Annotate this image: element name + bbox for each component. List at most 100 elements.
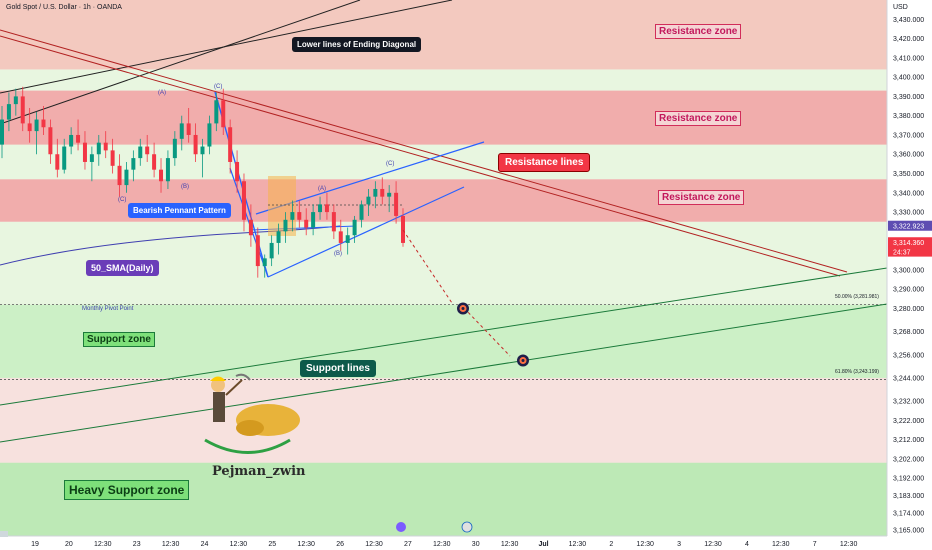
candle-body-24 (165, 158, 170, 182)
candle-body-9 (62, 146, 67, 170)
candle-body-41 (283, 219, 288, 232)
price-label-2: 24:37 (893, 250, 911, 257)
sma-daily-callout: 50_SMA(Daily) (86, 260, 159, 276)
price-label-bg-2 (888, 246, 932, 257)
candle-body-10 (69, 134, 74, 147)
us-flag-event-icon (461, 521, 473, 533)
candle-body-52 (359, 204, 364, 220)
y-tick-label-12: 3,290.000 (893, 287, 924, 294)
y-tick-label-6: 3,370.000 (893, 132, 924, 139)
y-tick-label-15: 3,256.000 (893, 352, 924, 359)
x-tick-label-24: 12:30 (840, 541, 858, 548)
target-icon-dot-0 (461, 306, 465, 310)
x-tick-label-19: 3 (677, 541, 681, 548)
miner-illustration (204, 373, 300, 454)
y-tick-label-8: 3,350.000 (893, 171, 924, 178)
candle-body-13 (89, 154, 94, 162)
x-tick-label-9: 26 (336, 541, 344, 548)
y-tick-label-23: 3,174.000 (893, 510, 924, 517)
candle-body-54 (373, 188, 378, 197)
candle-body-48 (331, 212, 336, 232)
miner-head (211, 378, 225, 392)
target-icon-dot-1 (521, 359, 525, 363)
x-tick-label-10: 12:30 (365, 541, 383, 548)
y-tick-label-1: 3,420.000 (893, 36, 924, 43)
candle-body-17 (117, 165, 122, 186)
bearish-pennant-callout: Bearish Pennant Pattern (128, 203, 231, 218)
currency-label: USD (893, 4, 908, 11)
pennant-upper-line (249, 225, 357, 231)
miner-body (213, 392, 225, 422)
candle-body-0 (0, 119, 4, 145)
y-tick-label-24: 3,165.000 (893, 528, 924, 535)
support-zone-label: Support zone (83, 332, 155, 347)
candle-body-25 (172, 138, 177, 159)
wave-label-6: (C) (386, 161, 394, 167)
candle-body-40 (276, 231, 281, 243)
candle-body-49 (338, 231, 343, 243)
x-tick-label-15: Jul (538, 541, 548, 548)
ending-diagonal-lower-line (0, 0, 361, 125)
candle-body-21 (145, 146, 150, 155)
candle-body-29 (200, 146, 205, 155)
x-tick-label-16: 12:30 (569, 541, 587, 548)
x-tick-label-11: 27 (404, 541, 412, 548)
candle-body-27 (186, 123, 191, 135)
price-axis-panel (887, 0, 932, 550)
x-tick-label-8: 12:30 (297, 541, 315, 548)
candle-body-3 (20, 96, 25, 124)
fib-50-label: 50.00% (3,281.981) (835, 294, 879, 300)
candle-body-55 (380, 188, 385, 197)
candle-body-50 (345, 235, 350, 243)
x-tick-label-12: 12:30 (433, 541, 451, 548)
candle-body-7 (48, 127, 53, 155)
time-axis-panel (0, 536, 887, 550)
x-tick-label-22: 12:30 (772, 541, 790, 548)
y-tick-label-7: 3,360.000 (893, 152, 924, 159)
price-label-0: 3,322.923 (893, 224, 924, 231)
x-tick-label-13: 30 (472, 541, 480, 548)
support-line-2 (0, 303, 888, 443)
candle-body-30 (207, 123, 212, 147)
candle-body-34 (235, 161, 240, 182)
candle-body-2 (13, 96, 18, 105)
candle-body-19 (131, 158, 136, 170)
support-line-1 (0, 267, 888, 406)
resistance-line-1 (0, 29, 848, 273)
gold-pile-left (236, 420, 264, 436)
x-tick-label-0: 19 (31, 541, 39, 548)
x-tick-label-3: 23 (133, 541, 141, 548)
wave-label-1: (B) (181, 184, 189, 190)
y-tick-label-18: 3,222.000 (893, 418, 924, 425)
ending-diagonal-callout: Lower lines of Ending Diagonal (292, 37, 422, 52)
candle-body-11 (76, 134, 81, 143)
x-tick-label-18: 12:30 (636, 541, 654, 548)
y-tick-label-14: 3,268.000 (893, 329, 924, 336)
sma-50-line (0, 225, 341, 266)
projection-arrow-1 (402, 229, 453, 304)
y-tick-label-17: 3,232.000 (893, 399, 924, 406)
candle-body-23 (159, 169, 164, 182)
candle-body-15 (103, 142, 108, 151)
x-tick-label-20: 12:30 (704, 541, 722, 548)
projection-arrow-2 (463, 307, 511, 357)
x-tick-label-1: 20 (65, 541, 73, 548)
volume-profile (268, 176, 296, 236)
wave-label-4: (A) (318, 186, 326, 192)
signature-swoosh (204, 438, 291, 454)
y-tick-label-5: 3,380.000 (893, 113, 924, 120)
candle-body-1 (6, 104, 11, 120)
heavy-support-zone-label: Heavy Support zone (64, 480, 190, 500)
candle-body-26 (179, 123, 184, 139)
candle-body-57 (394, 192, 399, 216)
symbol-title[interactable]: Gold Spot / U.S. Dollar · 1h · OANDA (6, 4, 122, 11)
y-tick-label-0: 3,430.000 (893, 17, 924, 24)
candle-body-12 (82, 142, 87, 162)
x-tick-label-4: 12:30 (162, 541, 180, 548)
wave-label-3: (C) (214, 84, 222, 90)
candle-body-51 (352, 219, 357, 236)
candle-body-32 (221, 100, 226, 128)
price-label-1: 3,314.360 (893, 240, 924, 247)
